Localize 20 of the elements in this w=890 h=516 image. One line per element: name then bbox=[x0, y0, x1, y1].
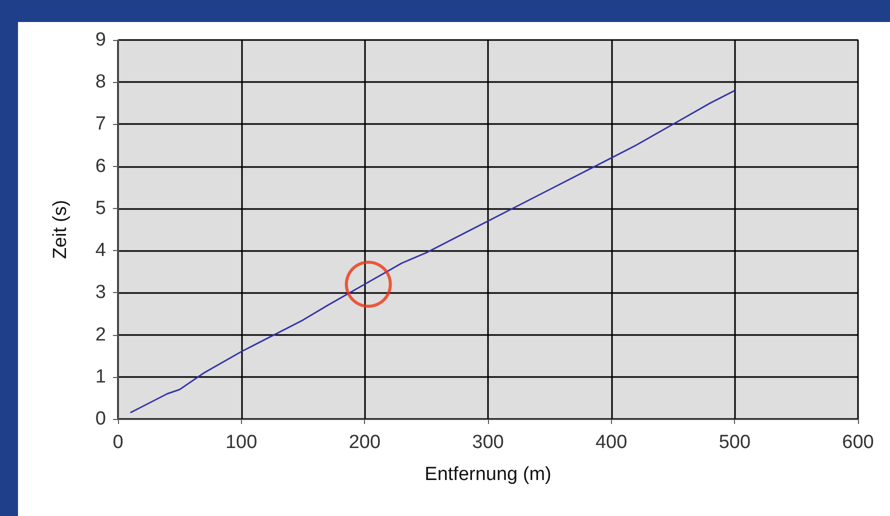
y-tick-label: 0 bbox=[95, 408, 106, 430]
y-axis-title: Zeit (s) bbox=[50, 200, 71, 260]
x-tick-label: 300 bbox=[472, 432, 504, 453]
y-tick-label: 2 bbox=[95, 324, 106, 346]
x-tick-label: 200 bbox=[348, 432, 381, 453]
x-tick-label: 400 bbox=[595, 432, 628, 453]
y-tick-label: 6 bbox=[95, 156, 106, 177]
x-tick-label: 600 bbox=[842, 432, 874, 453]
x-tick-label: 100 bbox=[225, 432, 258, 453]
y-tick-label: 3 bbox=[95, 282, 106, 304]
y-tick-label: 7 bbox=[95, 114, 106, 135]
x-tick-label: 0 bbox=[112, 432, 124, 453]
line-series bbox=[130, 90, 736, 414]
y-tick-label: 8 bbox=[95, 72, 106, 93]
y-tick-label: 4 bbox=[95, 240, 106, 262]
y-tick-label: 9 bbox=[95, 30, 106, 50]
x-axis-title: Entfernung (m) bbox=[424, 464, 552, 485]
x-tick-label: 500 bbox=[718, 432, 751, 453]
y-tick-label: 5 bbox=[95, 198, 106, 219]
y-tick-label: 1 bbox=[95, 366, 106, 388]
